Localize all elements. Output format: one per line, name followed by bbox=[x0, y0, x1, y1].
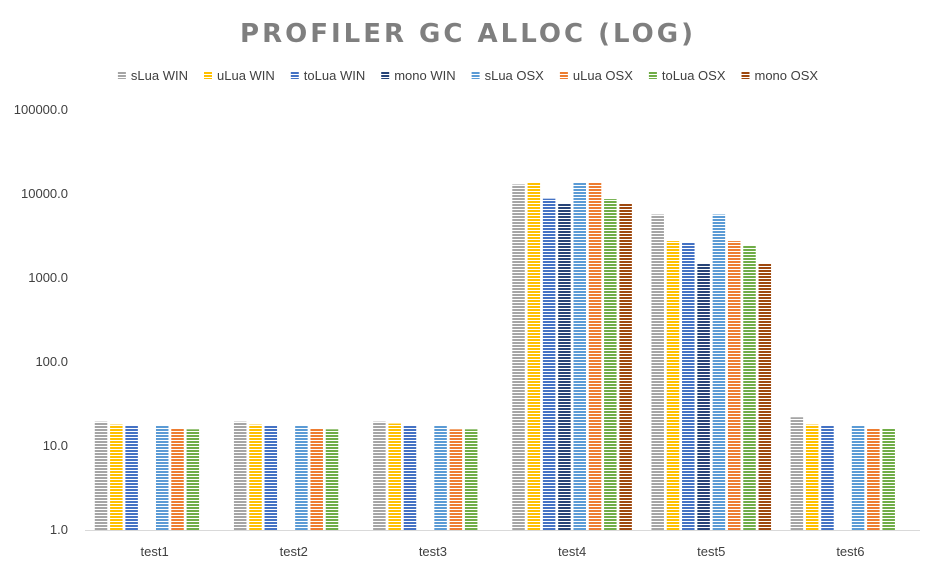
bar-test2-1 bbox=[249, 424, 262, 530]
bar-test6-5 bbox=[867, 428, 880, 530]
bar-test6-4 bbox=[851, 425, 865, 530]
y-tick-label: 1.0 bbox=[50, 522, 68, 537]
x-tick-label: test3 bbox=[419, 544, 447, 559]
legend-label: uLua OSX bbox=[573, 68, 633, 83]
bar-test3-5 bbox=[449, 429, 463, 530]
legend: sLua WIN uLua WIN toLua WIN mono WIN sLua OS… bbox=[117, 68, 819, 83]
bar-test5-0 bbox=[651, 214, 664, 530]
x-tick-label: test2 bbox=[280, 544, 308, 559]
bar-test6-6 bbox=[882, 428, 895, 530]
y-tick-label: 10.0 bbox=[43, 438, 68, 453]
bar-test5-7 bbox=[758, 263, 772, 530]
y-tick-label: 100000.0 bbox=[14, 102, 68, 117]
bar-test2-2 bbox=[264, 425, 278, 530]
bar-test6-1 bbox=[805, 424, 819, 530]
legend-label: mono WIN bbox=[394, 68, 455, 83]
bar-test4-1 bbox=[527, 182, 541, 530]
bar-test3-4 bbox=[434, 425, 447, 530]
legend-swatch bbox=[381, 71, 390, 79]
bar-test3-2 bbox=[403, 425, 417, 530]
x-tick-label: test5 bbox=[697, 544, 725, 559]
bar-test1-6 bbox=[186, 429, 200, 530]
bar-test5-6 bbox=[743, 245, 756, 530]
x-axis: test1 test2 test3 test4 test5 test6 bbox=[85, 530, 920, 559]
bar-test5-5 bbox=[727, 241, 741, 530]
legend-swatch bbox=[559, 71, 568, 79]
legend-label: mono OSX bbox=[755, 68, 819, 83]
legend-swatch bbox=[648, 71, 657, 79]
bar-test2-0 bbox=[233, 421, 247, 530]
bar-test4-3 bbox=[558, 203, 571, 530]
legend-label: sLua OSX bbox=[485, 68, 545, 83]
bar-test5-4 bbox=[712, 214, 726, 530]
chart-title: PROFILER GC ALLOC (LOG) bbox=[240, 19, 696, 49]
bar-test2-5 bbox=[310, 428, 323, 530]
bar-test3-1 bbox=[388, 423, 401, 530]
bar-test1-4 bbox=[155, 425, 169, 530]
bar-test6-2 bbox=[821, 425, 834, 530]
bar-test6-0 bbox=[790, 417, 804, 530]
bar-test4-4 bbox=[573, 182, 586, 530]
x-tick-label: test4 bbox=[558, 544, 586, 559]
bar-test3-0 bbox=[373, 421, 386, 530]
bar-test2-4 bbox=[295, 425, 308, 530]
bar-test1-1 bbox=[110, 424, 123, 530]
legend-swatch bbox=[204, 71, 212, 79]
legend-swatch bbox=[117, 71, 126, 79]
bar-test4-5 bbox=[588, 182, 602, 530]
bar-test4-6 bbox=[604, 199, 617, 530]
y-tick-label: 1000.0 bbox=[28, 270, 68, 285]
bar-test1-0 bbox=[94, 421, 108, 530]
bar-test5-1 bbox=[666, 241, 680, 530]
bar-test2-6 bbox=[325, 429, 339, 530]
bars bbox=[94, 182, 895, 530]
bar-test4-2 bbox=[542, 198, 556, 530]
legend-label: uLua WIN bbox=[217, 68, 275, 83]
bar-test5-3 bbox=[697, 263, 710, 530]
y-tick-label: 10000.0 bbox=[21, 186, 68, 201]
bar-test1-2 bbox=[125, 425, 138, 530]
legend-swatch bbox=[471, 71, 480, 79]
bar-test5-2 bbox=[682, 242, 695, 530]
x-tick-label: test6 bbox=[836, 544, 864, 559]
legend-label: toLua WIN bbox=[304, 68, 365, 83]
x-tick-label: test1 bbox=[140, 544, 168, 559]
legend-swatch bbox=[290, 71, 299, 79]
bar-test4-7 bbox=[619, 203, 632, 530]
bar-test1-5 bbox=[171, 428, 184, 530]
bar-test3-6 bbox=[464, 429, 478, 530]
legend-label: sLua WIN bbox=[131, 68, 188, 83]
legend-label: toLua OSX bbox=[662, 68, 726, 83]
legend-swatch bbox=[741, 71, 750, 79]
y-axis: 1.0 10.0 100.0 1000.0 10000.0 100000.0 bbox=[14, 102, 68, 537]
y-tick-label: 100.0 bbox=[35, 354, 68, 369]
bar-test4-0 bbox=[512, 184, 525, 530]
